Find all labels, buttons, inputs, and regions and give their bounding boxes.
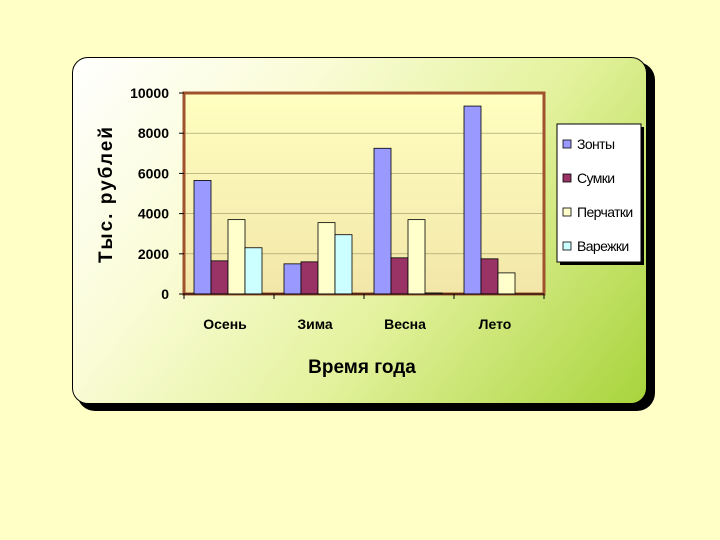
bar-перчатки-осень [227,219,246,295]
y-tick-label: 8000 [138,125,169,141]
bar-перчатки-лето [497,272,516,295]
x-tick-label: Лето [479,316,512,332]
bar-зонты-лето [463,105,482,295]
y-tick-label: 10000 [130,85,169,101]
bar-сумки-лето [480,258,499,295]
legend-swatch-зонты [562,139,572,149]
y-tick-label: 4000 [138,206,169,222]
legend-swatch-сумки [562,173,572,183]
y-axis-title: Тыс. рублей [96,125,117,263]
y-tick-label: 0 [161,286,169,302]
legend-label-перчатки: Перчатки [577,204,633,220]
x-axis-title: Время года [308,357,416,378]
y-tick-label: 6000 [138,165,169,181]
bar-зонты-зима [283,263,302,295]
bar-сумки-осень [210,260,229,295]
x-tick-label: Осень [203,316,247,332]
x-tick-label: Весна [384,316,426,332]
legend-swatch-перчатки [562,207,572,217]
x-tick-label: Зима [297,316,333,332]
legend-label-варежки: Варежки [577,238,629,254]
bar-сумки-весна [390,257,409,295]
bar-сумки-зима [300,261,319,295]
bar-перчатки-зима [317,222,336,295]
bar-варежки-осень [244,247,263,295]
bar-перчатки-весна [407,219,426,295]
y-tick-label: 2000 [138,246,169,262]
legend-label-зонты: Зонты [577,136,615,152]
legend-label-сумки: Сумки [577,170,615,186]
bar-зонты-осень [193,180,212,295]
legend-swatch-варежки [562,241,572,251]
legend: Зонты Сумки Перчатки Варежки [556,123,644,265]
bar-варежки-зима [334,234,353,295]
bar-зонты-весна [373,147,392,295]
